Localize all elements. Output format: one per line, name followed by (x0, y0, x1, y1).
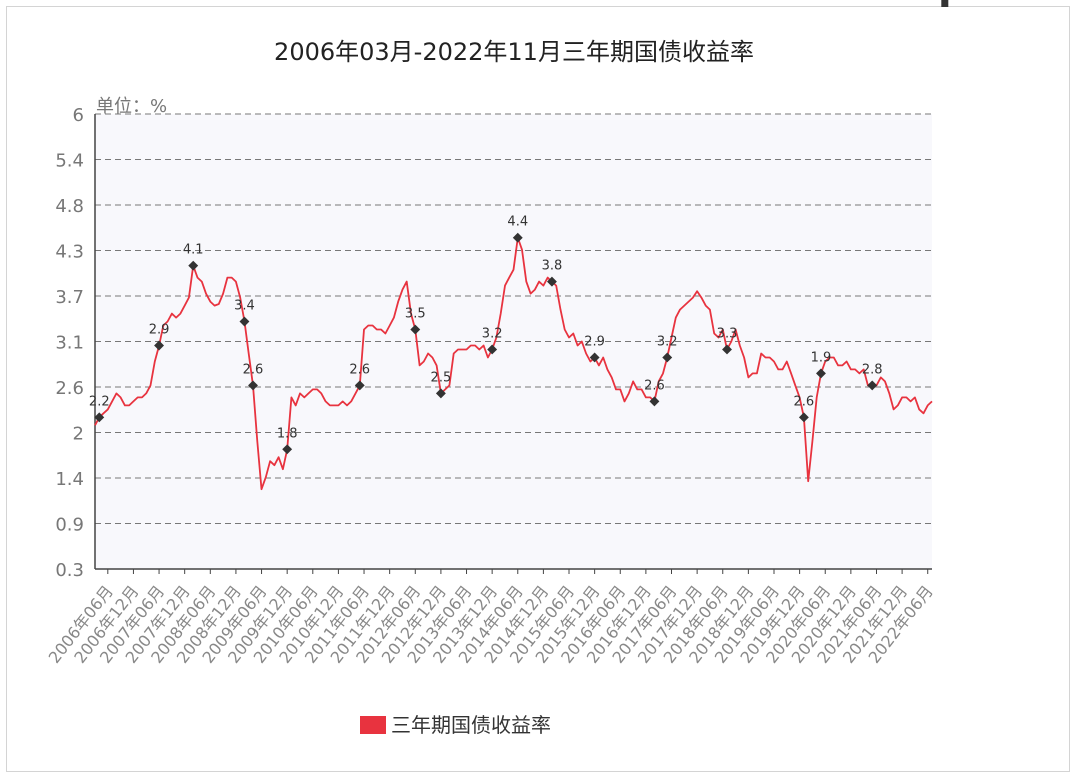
y-tick-label: 3.1 (55, 333, 84, 354)
data-marker (589, 352, 600, 363)
data-label: 2.6 (243, 362, 264, 377)
data-label: 2.5 (431, 370, 452, 385)
data-markers: 2.2 2.9 4.1 3.4 2.6 1.8 2.6 3.5 2.5 3.2 4.4 3.8 2.9 2… (89, 0, 955, 455)
data-marker (798, 412, 809, 423)
series-line-treasury-yield (94, 236, 933, 491)
y-tick-label: 2.6 (55, 378, 84, 399)
data-label: 2.9 (584, 334, 605, 349)
data-label: 2.2 (89, 394, 110, 409)
data-label: 2.9 (149, 322, 170, 337)
data-marker (662, 352, 673, 363)
data-label: 4.1 (183, 243, 204, 258)
y-tick-label: 5.4 (55, 151, 84, 172)
y-tick-label: 4.8 (55, 196, 84, 217)
legend-label: 三年期国债收益率 (391, 713, 551, 737)
y-tick-label: 6 (73, 105, 84, 126)
data-label: 2.6 (794, 394, 815, 409)
data-marker (435, 388, 446, 399)
data-label: 3.2 (482, 326, 503, 341)
data-label: 4.4 (507, 215, 528, 230)
data-marker (239, 316, 250, 327)
data-label: 1.8 (277, 426, 298, 441)
legend[interactable]: 三年期国债收益率 (360, 713, 551, 737)
data-label: 3.5 (405, 307, 426, 322)
data-marker (282, 444, 293, 455)
data-marker (410, 324, 421, 335)
x-axis-ticks: 2006年06月2006年12月2007年06月2007年12月2008年06月… (45, 569, 937, 667)
data-label: 3.3 (717, 326, 738, 341)
unit-label: 单位：% (96, 96, 167, 117)
data-marker (722, 344, 732, 355)
data-label: 3.4 (234, 299, 255, 314)
y-tick-label: 3.7 (55, 287, 84, 308)
plot-background (95, 114, 932, 569)
y-tick-label: 1.4 (55, 469, 84, 490)
data-label: 3.8 (542, 259, 563, 274)
data-marker (154, 340, 165, 351)
chart-title: 2006年03月-2022年11月三年期国债收益率 (274, 38, 754, 66)
y-tick-label: 0.9 (55, 515, 84, 536)
data-label: 3.2 (657, 334, 678, 349)
y-axis-ticks: 6 5.4 4.8 4.3 3.7 3.1 2.6 2 1.4 0.9 0.3 (55, 105, 84, 581)
y-tick-label: 2 (73, 424, 84, 445)
data-marker (816, 368, 826, 379)
data-marker (248, 380, 258, 391)
data-marker (867, 380, 878, 391)
data-marker (941, 0, 949, 7)
data-label: 2.6 (644, 378, 665, 393)
data-marker (546, 276, 557, 287)
data-marker (487, 344, 498, 355)
legend-swatch (360, 716, 386, 734)
data-marker (512, 232, 523, 243)
data-marker (649, 396, 660, 407)
data-marker (354, 380, 365, 391)
data-marker (188, 260, 199, 271)
data-label: 2.4 (934, 0, 955, 4)
data-label: 2.6 (349, 362, 370, 377)
y-tick-label: 4.3 (55, 242, 84, 263)
data-label: 1.9 (811, 350, 832, 365)
data-label: 2.8 (862, 362, 883, 377)
y-tick-label: 0.3 (55, 560, 84, 581)
